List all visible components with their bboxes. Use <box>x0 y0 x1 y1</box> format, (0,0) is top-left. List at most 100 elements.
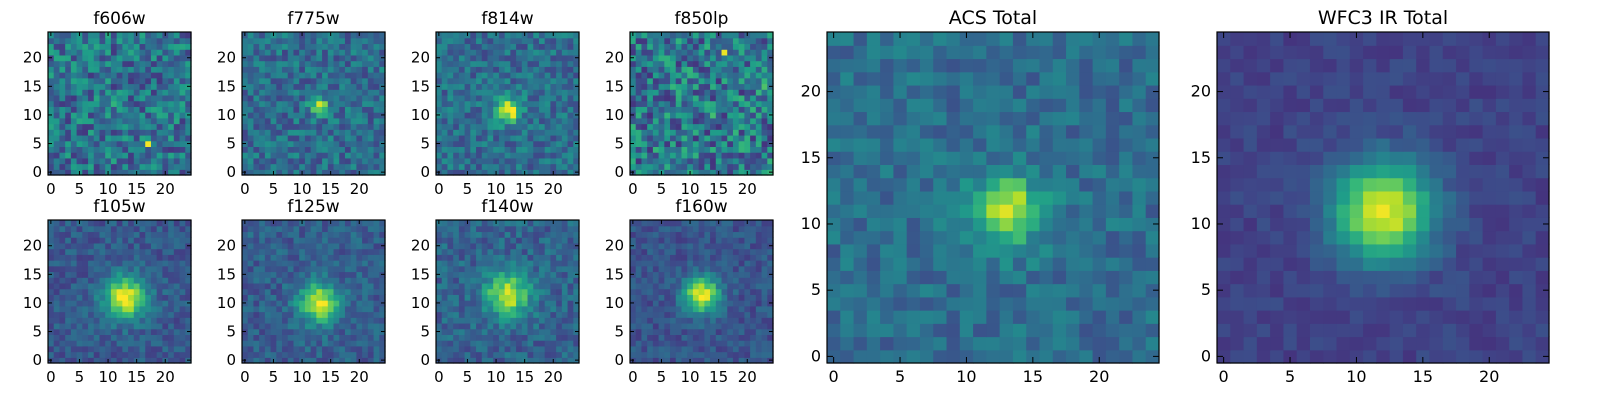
pixel-cell <box>698 83 705 90</box>
pixel-cell <box>704 345 711 353</box>
pixel-cell <box>670 288 677 295</box>
pixel-cell <box>162 66 169 73</box>
pixel-cell <box>287 66 295 73</box>
pixel-cell <box>344 100 352 107</box>
pixel-cell <box>59 328 66 335</box>
pixel-cell <box>259 43 266 50</box>
pixel-cell <box>641 94 648 102</box>
x-tick-label: 0 <box>628 180 638 198</box>
pixel-cell <box>641 300 648 307</box>
pixel-cell <box>247 140 255 147</box>
pixel-cell <box>732 43 740 50</box>
pixel-cell <box>538 237 546 244</box>
pixel-cell <box>270 77 277 85</box>
pixel-cell <box>715 146 723 153</box>
pixel-cell <box>162 106 169 113</box>
pixel-cell <box>767 317 774 324</box>
pixel-cell <box>344 231 352 238</box>
pixel-cell <box>333 311 340 318</box>
pixel-cell <box>755 49 763 56</box>
y-tick-label: 5 <box>226 323 236 341</box>
pixel-cell <box>544 152 551 159</box>
pixel-cell <box>59 294 66 301</box>
pixel-cell <box>122 77 129 85</box>
y-tick-label: 0 <box>420 351 430 369</box>
pixel-cell <box>561 32 569 39</box>
pixel-cell <box>179 134 186 142</box>
x-tick-label: 15 <box>127 180 146 198</box>
x-tick-label: 15 <box>709 180 728 198</box>
pixel-cell <box>567 265 574 273</box>
pixel-cell <box>173 225 181 233</box>
pixel-cell <box>538 54 546 62</box>
pixel-cell <box>738 305 745 313</box>
pixel-cell <box>487 134 494 142</box>
pixel-cell <box>750 134 757 142</box>
pixel-cell <box>704 294 711 301</box>
pixel-cell <box>150 282 158 290</box>
pixel-cell <box>744 282 751 290</box>
pixel-cell <box>173 60 181 67</box>
pixel-cell <box>533 157 540 165</box>
pixel-cell <box>458 351 466 358</box>
pixel-cell <box>533 123 540 130</box>
pixel-cell <box>647 60 654 67</box>
pixel-cell <box>344 157 352 165</box>
pixel-cell <box>744 317 751 324</box>
pixel-cell <box>116 351 123 358</box>
pixel-cell <box>567 54 574 62</box>
pixel-cell <box>738 60 745 67</box>
pixel-cell <box>510 225 517 233</box>
pixel-cell <box>538 152 546 159</box>
pixel-cell <box>658 328 665 335</box>
pixel-cell <box>750 89 757 96</box>
pixel-cell <box>139 248 146 255</box>
pixel-cell <box>675 49 683 56</box>
pixel-cell <box>692 140 700 147</box>
pixel-cell <box>567 277 574 284</box>
y-tick-label: 5 <box>32 323 42 341</box>
pixel-cell <box>316 157 323 165</box>
pixel-cell <box>727 328 734 335</box>
pixel-cell <box>567 231 574 238</box>
pixel-cell <box>139 260 146 267</box>
pixel-cell <box>527 123 534 130</box>
pixel-cell <box>470 157 477 165</box>
pixel-cell <box>299 72 306 79</box>
pixel-cell <box>59 277 66 284</box>
pixel-cell <box>441 89 449 96</box>
pixel-cell <box>761 89 768 96</box>
pixel-cell <box>658 322 665 330</box>
pixel-cell <box>48 60 55 67</box>
pixel-cell <box>344 294 352 301</box>
pixel-cell <box>738 112 745 119</box>
pixel-cell <box>316 322 323 330</box>
pixel-cell <box>282 357 289 364</box>
pixel-cell <box>139 357 146 364</box>
pixel-cell <box>493 288 500 295</box>
pixel-cell <box>493 334 500 341</box>
pixel-cell <box>253 305 260 313</box>
pixel-cell <box>556 271 563 278</box>
pixel-cell <box>498 260 506 267</box>
y-tick-label: 10 <box>23 294 42 312</box>
pixel-cell <box>70 112 78 119</box>
pixel-cell <box>373 43 380 50</box>
pixel-cell <box>162 89 169 96</box>
pixel-cell <box>362 334 369 341</box>
pixel-cell <box>299 89 306 96</box>
pixel-cell <box>498 49 506 56</box>
pixel-cell <box>173 317 181 324</box>
pixel-cell <box>493 112 500 119</box>
pixel-cell <box>156 77 163 85</box>
pixel-cell <box>487 322 494 330</box>
pixel-cell <box>538 49 546 56</box>
pixel-cell <box>93 300 101 307</box>
pixel-cell <box>242 163 249 170</box>
pixel-cell <box>333 265 340 273</box>
pixel-cell <box>162 43 169 50</box>
pixel-cell <box>259 157 266 165</box>
pixel-cell <box>761 288 768 295</box>
pixel-cell <box>498 152 506 159</box>
pixel-cell <box>521 322 529 330</box>
